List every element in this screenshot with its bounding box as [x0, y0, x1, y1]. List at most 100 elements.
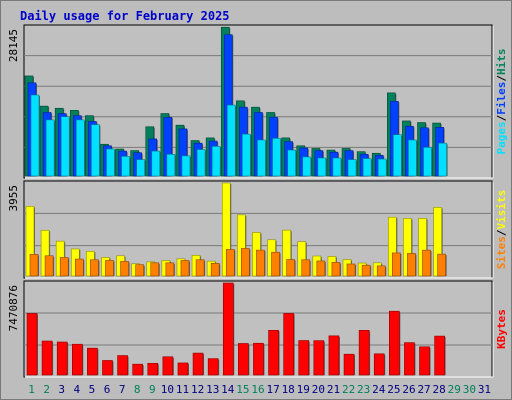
x-tick-label-day-24: 24: [372, 383, 386, 396]
bar-pages-day-18: [287, 149, 296, 177]
bar-sites-day-15: [241, 248, 250, 277]
x-tick-label-day-10: 10: [161, 383, 174, 396]
bar-pages-day-12: [196, 149, 206, 177]
x-tick-label-day-12: 12: [191, 383, 204, 396]
x-tick-label-day-25: 25: [387, 383, 400, 396]
bar-kbytes-day-28: [434, 335, 445, 376]
bar-kbytes-day-25: [389, 310, 400, 376]
bar-sites-day-7: [120, 261, 129, 277]
bar-sites-day-25: [392, 252, 401, 277]
bar-sites-day-14: [225, 249, 235, 277]
bar-sites-day-5: [90, 259, 99, 277]
bar-pages-day-22: [347, 159, 357, 177]
bar-pages-day-8: [136, 159, 145, 177]
bar-pages-day-19: [302, 156, 312, 177]
bar-pages-day-21: [332, 157, 342, 177]
y-tick-label-panel-1: 28145: [7, 29, 20, 62]
bar-kbytes-day-1: [26, 313, 38, 376]
bar-sites-day-19: [301, 259, 311, 277]
bar-sites-day-12: [195, 259, 205, 277]
bar-pages-day-17: [272, 138, 281, 177]
bar-kbytes-day-5: [87, 347, 98, 376]
bar-kbytes-day-7: [117, 355, 128, 376]
bar-sites-day-23: [361, 264, 371, 277]
bar-kbytes-day-9: [147, 363, 159, 376]
legend-panel-2: Sites/Visits: [495, 190, 508, 270]
bar-sites-day-1: [29, 254, 39, 277]
bar-kbytes-day-27: [419, 346, 430, 376]
x-tick-label-day-29: 29: [448, 383, 461, 396]
x-tick-label-day-8: 8: [134, 383, 141, 396]
x-tick-label-day-2: 2: [43, 383, 50, 396]
bar-kbytes-day-23: [358, 329, 370, 376]
legend-panel-3: KBytes: [495, 309, 508, 349]
bar-sites-day-10: [165, 262, 175, 277]
y-tick-label-panel-2: 3955: [7, 185, 20, 212]
bar-sites-day-18: [286, 259, 295, 277]
legend-panel-1: Pages/Files/Hits: [495, 49, 508, 155]
bar-kbytes-day-14: [222, 282, 234, 376]
bar-kbytes-day-16: [253, 342, 264, 376]
bar-kbytes-day-17: [268, 329, 279, 376]
legend-item-visits: Visits: [495, 190, 508, 230]
y-tick-label-panel-3: 7470876: [7, 285, 20, 331]
x-tick-label-day-15: 15: [236, 383, 249, 396]
legend-item-sites: Sites: [495, 236, 508, 269]
bar-sites-day-11: [180, 260, 190, 277]
x-tick-label-day-16: 16: [251, 383, 264, 396]
bar-pages-day-1: [30, 94, 40, 177]
bar-kbytes-day-20: [313, 340, 325, 376]
bar-sites-day-4: [74, 258, 84, 277]
bar-kbytes-day-11: [177, 362, 189, 376]
x-tick-label-day-13: 13: [206, 383, 219, 396]
x-tick-label-day-3: 3: [58, 383, 65, 396]
bar-kbytes-day-10: [162, 356, 174, 376]
x-tick-label-day-21: 21: [327, 383, 340, 396]
x-tick-label-day-9: 9: [149, 383, 156, 396]
bar-pages-day-10: [166, 153, 176, 177]
bar-kbytes-day-15: [238, 343, 249, 376]
bar-pages-day-14: [226, 104, 236, 177]
bar-pages-day-23: [362, 158, 372, 177]
bar-sites-day-26: [407, 253, 416, 277]
chart-title: Daily usage for February 2025: [20, 9, 230, 23]
bar-pages-day-11: [181, 155, 191, 177]
x-tick-label-day-1: 1: [28, 383, 35, 396]
legend-separator: /: [495, 75, 508, 82]
bar-sites-day-21: [331, 262, 341, 277]
legend-item-files: Files: [495, 82, 508, 115]
bar-pages-day-27: [423, 147, 432, 177]
bar-pages-day-26: [408, 139, 417, 177]
bar-pages-day-16: [257, 139, 266, 177]
legend-separator: /: [495, 229, 508, 236]
bar-kbytes-day-24: [373, 353, 385, 376]
bar-sites-day-13: [210, 263, 220, 277]
bar-pages-day-4: [75, 119, 85, 177]
bar-kbytes-day-8: [132, 363, 143, 376]
bar-pages-day-9: [151, 150, 161, 177]
bar-kbytes-day-12: [192, 352, 204, 376]
x-tick-label-day-28: 28: [433, 383, 446, 396]
bar-pages-day-2: [45, 119, 55, 177]
x-tick-label-day-6: 6: [104, 383, 111, 396]
bar-pages-day-25: [393, 134, 402, 177]
bar-pages-day-24: [377, 158, 387, 177]
legend-item-pages: Pages: [495, 121, 508, 154]
x-tick-label-day-22: 22: [342, 383, 355, 396]
legend-item-kbytes: KBytes: [495, 309, 508, 349]
bar-sites-day-17: [271, 251, 280, 277]
x-tick-label-day-30: 30: [463, 383, 476, 396]
bar-sites-day-2: [44, 255, 54, 277]
x-tick-label-day-26: 26: [402, 383, 415, 396]
bar-sites-day-22: [346, 263, 356, 277]
bar-pages-day-5: [91, 124, 100, 177]
bar-kbytes-day-18: [283, 313, 294, 376]
bar-sites-day-3: [59, 257, 69, 277]
x-tick-label-day-20: 20: [312, 383, 325, 396]
bar-kbytes-day-6: [102, 360, 113, 376]
x-tick-label-day-11: 11: [176, 383, 189, 396]
x-tick-label-day-23: 23: [357, 383, 370, 396]
bar-pages-day-28: [438, 142, 447, 177]
x-tick-label-day-7: 7: [119, 383, 126, 396]
